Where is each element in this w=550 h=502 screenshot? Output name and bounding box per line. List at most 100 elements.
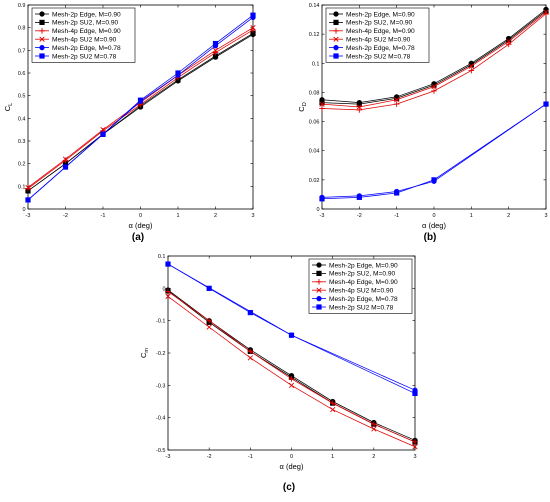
legend-entry: Mesh-2p Edge, M=0.78: [35, 45, 121, 52]
y-tick-label: -0.4: [156, 416, 165, 422]
y-tick-label: 0.9: [18, 3, 26, 9]
legend-entry: Mesh-4p Edge, M=0.90: [35, 28, 121, 35]
x-axis-title: α (deg): [422, 221, 446, 230]
legend-box: [31, 7, 136, 63]
legend-label: Mesh-4p SU2 M=0.90: [52, 37, 117, 44]
series-5: [25, 12, 256, 203]
legend-label: Mesh-2p SU2 M=0.78: [346, 53, 411, 60]
legend-entry: Mesh-4p Edge, M=0.90: [312, 279, 398, 286]
y-axis-title-subscript: D: [302, 102, 308, 106]
marker-x: [25, 184, 31, 191]
marker-plus: [316, 279, 322, 285]
marker-x: [333, 36, 339, 42]
marker-square: [356, 194, 362, 200]
marker-x: [468, 63, 474, 69]
legend-label: Mesh-2p SU2 M=0.78: [52, 53, 117, 60]
marker-square: [319, 196, 325, 202]
x-tick-label: 0: [290, 454, 293, 460]
legend-entry: Mesh-2p SU2 M=0.78: [35, 53, 117, 60]
marker-square: [206, 285, 212, 291]
legend-label: Mesh-2p SU2 M=0.78: [329, 304, 394, 311]
marker-circle: [316, 262, 322, 268]
marker-x: [206, 324, 212, 330]
marker-x: [330, 406, 336, 413]
marker-square: [247, 309, 253, 316]
marker-plus: [288, 376, 295, 382]
marker-x: [39, 36, 45, 42]
x-tick-label: -1: [248, 454, 253, 460]
legend-entry: Mesh-4p SU2 M=0.90: [329, 37, 411, 44]
y-axis-title-main: C: [3, 105, 12, 111]
x-tick-label: -3: [26, 213, 31, 219]
y-tick-label: 0.1: [18, 184, 26, 190]
legend-label: Mesh-2p Edge, M=0.90: [52, 11, 121, 18]
x-tick-label: -1: [394, 213, 399, 219]
y-axis-title: Cm: [139, 348, 150, 358]
marker-x: [316, 287, 322, 293]
marker-plus: [329, 400, 336, 406]
marker-plus: [468, 67, 475, 74]
marker-x: [356, 104, 362, 110]
x-tick-label: -1: [101, 213, 106, 219]
marker-circle: [333, 44, 339, 51]
marker-plus: [319, 105, 325, 112]
legend-box: [308, 258, 413, 314]
marker-x: [319, 101, 325, 107]
marker-plus: [356, 107, 363, 113]
x-tick-label: 1: [176, 213, 179, 219]
legend-entry: Mesh-2p SU2, M=0.90: [329, 20, 412, 27]
marker-x: [412, 444, 418, 450]
marker-plus: [25, 185, 31, 192]
x-tick-label: -2: [63, 213, 68, 219]
y-tick-label: 0.6: [18, 71, 26, 77]
y-tick-label: 0.02: [309, 178, 320, 184]
x-tick-label: -3: [320, 213, 325, 219]
legend-label: Mesh-2p Edge, M=0.90: [346, 11, 415, 18]
y-tick-label: 0: [316, 207, 319, 213]
marker-x: [288, 382, 295, 388]
series-5: [319, 101, 549, 202]
panel-caption: (c): [283, 482, 295, 493]
legend-entry: Mesh-4p Edge, M=0.90: [329, 28, 415, 35]
marker-square: [543, 101, 549, 107]
x-tick-label: 3: [544, 213, 547, 219]
legend-label: Mesh-4p Edge, M=0.90: [52, 28, 121, 35]
marker-square: [319, 100, 325, 106]
legend-entry: Mesh-2p SU2 M=0.78: [329, 53, 411, 60]
y-axis-title: CD: [297, 102, 308, 111]
legend-box: [325, 7, 430, 63]
marker-plus: [333, 28, 339, 34]
x-tick-label: 2: [507, 213, 510, 219]
x-tick-label: -2: [357, 213, 362, 219]
legend-label: Mesh-2p Edge, M=0.90: [329, 262, 398, 269]
legend-label: Mesh-4p SU2 M=0.90: [329, 288, 394, 295]
y-tick-label: 0.8: [18, 26, 26, 32]
marker-square: [394, 190, 400, 196]
y-axis-title-main: C: [297, 106, 306, 112]
marker-x: [247, 355, 253, 361]
marker-square: [412, 390, 418, 397]
chart-panel-b: -3 -2 -1 0 1 2 3 0 0.02 0.04 0.06 0.08 0.1 0.12 0.14 α …: [297, 3, 549, 243]
marker-square: [39, 53, 45, 59]
y-tick-label: 0: [162, 286, 165, 292]
panel-caption: (a): [132, 232, 144, 243]
legend-label: Mesh-4p SU2 M=0.90: [346, 37, 411, 44]
legend-entry: Mesh-4p SU2 M=0.90: [35, 37, 117, 44]
y-tick-label: 0.1: [158, 254, 166, 260]
x-axis-title: α (deg): [280, 462, 304, 471]
y-tick-label: 0.08: [309, 90, 320, 96]
y-tick-label: 0.2: [18, 162, 26, 168]
marker-x: [506, 38, 512, 45]
marker-square: [316, 270, 322, 277]
marker-square: [25, 197, 31, 203]
legend-label: Mesh-4p Edge, M=0.90: [329, 279, 398, 286]
legend-entry: Mesh-2p SU2 M=0.78: [312, 304, 394, 311]
y-tick-label: 0.7: [18, 48, 26, 54]
x-tick-label: 3: [413, 454, 416, 460]
marker-x: [371, 426, 377, 432]
marker-plus: [247, 348, 254, 355]
x-tick-label: 3: [251, 213, 254, 219]
